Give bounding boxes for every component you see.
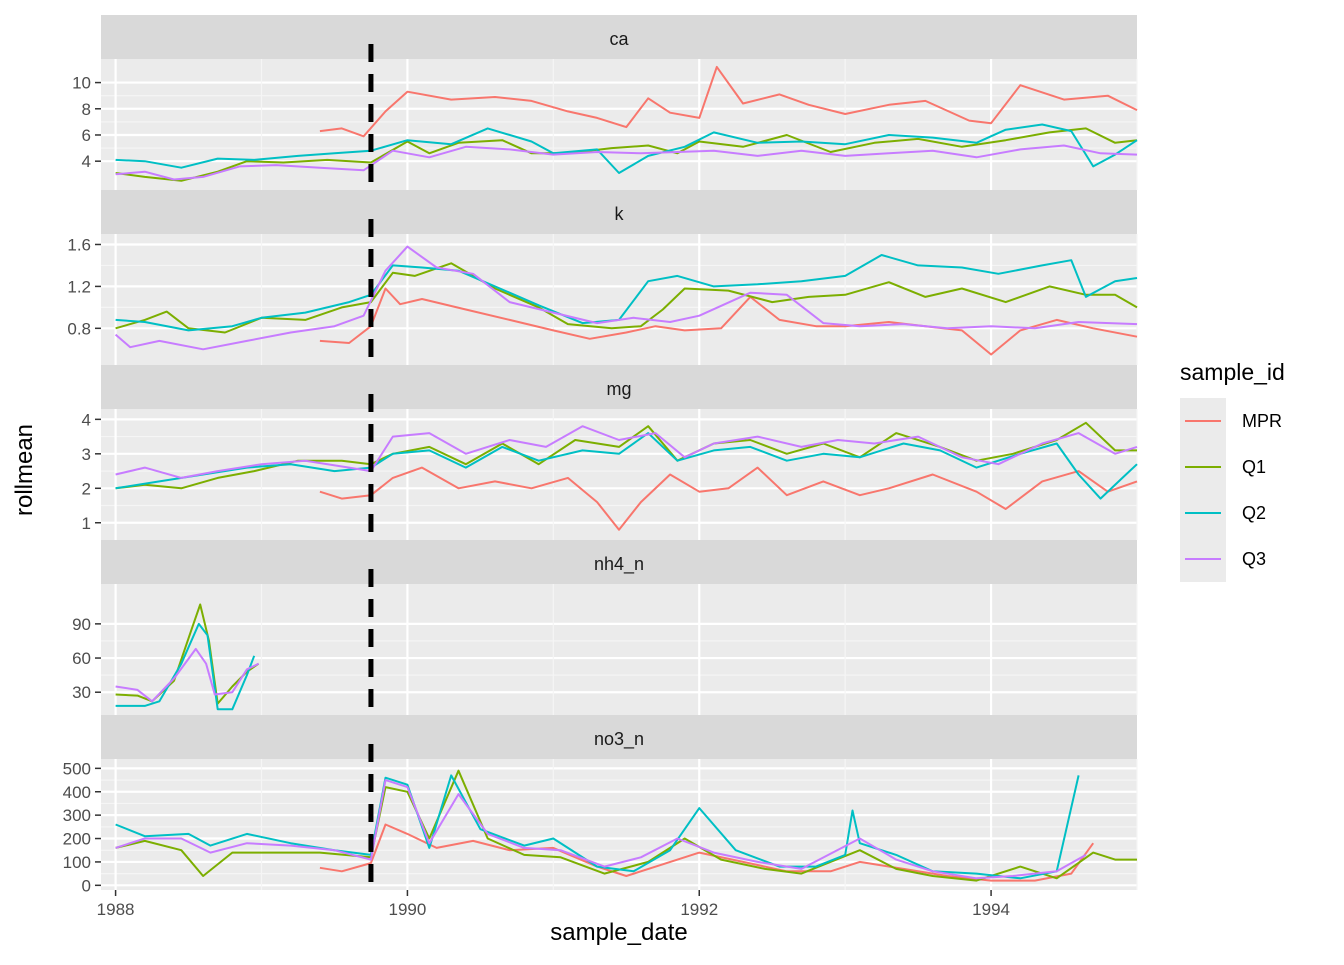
y-tick-label: 100 — [63, 853, 91, 872]
series-line-Q3 — [115, 425, 1138, 479]
y-tick-label: 1.6 — [67, 235, 91, 254]
panel-background — [101, 759, 1137, 890]
y-tick-label: 30 — [72, 683, 91, 702]
series-line-Q3 — [115, 144, 1138, 181]
legend-item-MPR: MPR — [1180, 398, 1282, 444]
legend-item-Q3: Q3 — [1180, 536, 1266, 582]
y-tick-label: 90 — [72, 615, 91, 634]
panel-background — [101, 584, 1137, 715]
y-tick-label: 400 — [63, 783, 91, 802]
x-tick-label: 1988 — [97, 900, 135, 919]
facet-strip-label: no3_n — [594, 729, 644, 750]
legend-item-Q2: Q2 — [1180, 490, 1266, 536]
series-line-Q2 — [115, 254, 1138, 332]
series-line-Q1 — [115, 127, 1138, 182]
y-tick-label: 300 — [63, 806, 91, 825]
y-tick-label: 0.8 — [67, 319, 91, 338]
x-axis-label: sample_date — [550, 919, 687, 946]
legend-item-Q1: Q1 — [1180, 444, 1266, 490]
facet-panels: ca 4 6 8 10 k 0.8 1.2 1.6 mg 1 2 3 4 nh4_n 30 60 90 no3_n 0… — [63, 15, 1138, 919]
y-axis-label: rollmean — [11, 424, 38, 516]
series-line-Q2 — [115, 774, 1080, 880]
y-tick-label: 0 — [82, 876, 91, 895]
y-tick-label: 200 — [63, 830, 91, 849]
x-tick-label: 1994 — [972, 900, 1010, 919]
y-tick-label: 8 — [82, 100, 91, 119]
facet-ca: ca 4 6 8 10 — [72, 15, 1138, 190]
facet-strip-label: nh4_n — [594, 554, 644, 575]
legend-label: Q2 — [1242, 503, 1266, 523]
y-tick-label: 6 — [82, 126, 91, 145]
facet-strip — [101, 365, 1137, 409]
panel-background — [101, 409, 1137, 540]
facet-strip — [101, 15, 1137, 59]
y-tick-label: 1.2 — [67, 277, 91, 296]
legend-label: Q1 — [1242, 457, 1266, 477]
series-line-Q3 — [114, 245, 1138, 351]
panel-background — [101, 234, 1137, 365]
series-line-Q1 — [115, 603, 260, 705]
y-tick-label: 500 — [63, 759, 91, 778]
y-tick-label: 4 — [82, 152, 91, 171]
facet-strip — [101, 715, 1137, 759]
x-tick-label: 1992 — [680, 900, 718, 919]
y-tick-label: 3 — [82, 445, 91, 464]
series-line-MPR — [319, 466, 1138, 531]
legend-title: sample_id — [1180, 359, 1285, 385]
series-line-Q2 — [115, 123, 1138, 174]
facet-k: k 0.8 1.2 1.6 — [67, 190, 1138, 365]
legend-label: Q3 — [1242, 549, 1266, 569]
facet-no3_n: no3_n 0 100 200 300 400 500 1988 1990 1992 1994 — [63, 715, 1138, 919]
facet-strip — [101, 190, 1137, 234]
series-line-MPR — [319, 65, 1138, 138]
series-line-MPR — [319, 287, 1138, 356]
facet-mg: mg 1 2 3 4 — [82, 365, 1138, 540]
facet-strip — [101, 540, 1137, 584]
facet-strip-label: k — [615, 204, 625, 224]
y-tick-label: 4 — [82, 410, 91, 429]
y-tick-label: 60 — [72, 649, 91, 668]
series-line-MPR — [319, 823, 1095, 882]
y-tick-label: 2 — [82, 479, 91, 498]
y-tick-label: 10 — [72, 74, 91, 93]
series-line-Q3 — [115, 779, 1087, 880]
facet-nh4_n: nh4_n 30 60 90 — [72, 540, 1138, 715]
legend-label: MPR — [1242, 411, 1282, 431]
y-tick-label: 1 — [82, 514, 91, 533]
series-line-Q2 — [115, 622, 256, 711]
facet-strip-label: mg — [606, 379, 631, 399]
legend: sample_id MPR Q1 Q2 Q3 — [1180, 359, 1285, 582]
series-line-Q3 — [115, 647, 260, 703]
facet-strip-label: ca — [609, 29, 629, 49]
x-tick-label: 1990 — [389, 900, 427, 919]
